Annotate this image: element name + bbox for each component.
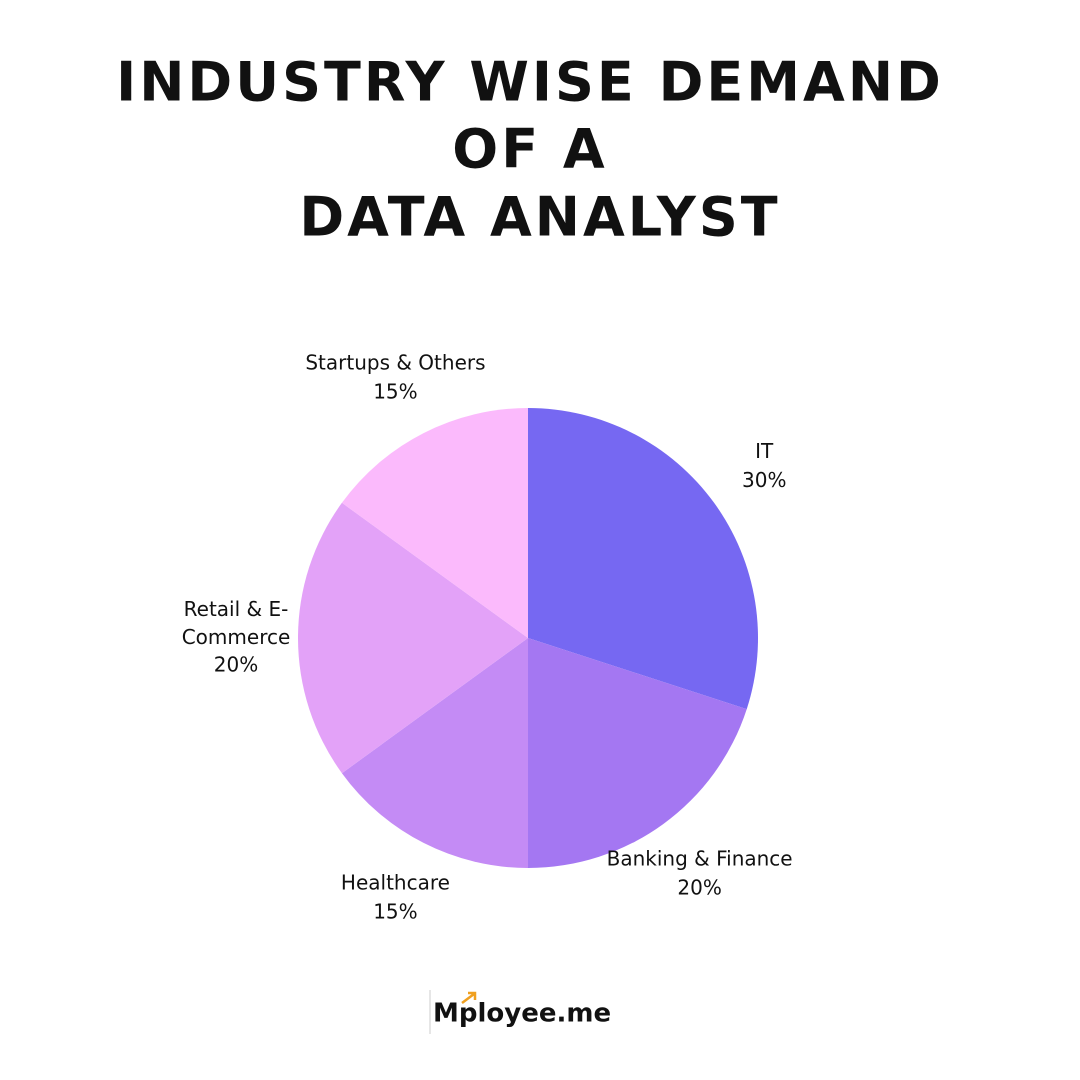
chart-title: INDUSTRY WISE DEMAND — [116, 51, 944, 114]
pie-slice — [341, 408, 528, 638]
value-label: 30% — [742, 468, 786, 492]
slice-label: IT — [755, 439, 774, 463]
pie-slice — [341, 638, 528, 868]
value-label: 15% — [373, 900, 417, 924]
slice-label: Banking & Finance — [607, 847, 793, 871]
pie-slice — [298, 502, 528, 774]
pie-slice — [528, 408, 758, 710]
slice-label: Startups & Others — [305, 350, 485, 374]
pie-slice — [528, 638, 747, 868]
slice-label: Retail & E-Commerce — [182, 597, 291, 649]
value-label: 20% — [214, 653, 258, 677]
value-label: 20% — [677, 876, 721, 900]
brand-logo: Mployee.me — [433, 999, 611, 1029]
chart-title: DATA ANALYST — [299, 186, 780, 249]
value-label: 15% — [373, 379, 417, 403]
logo-arrow — [461, 991, 477, 1004]
chart-title: OF A — [452, 118, 607, 181]
slice-label: Healthcare — [341, 871, 450, 895]
